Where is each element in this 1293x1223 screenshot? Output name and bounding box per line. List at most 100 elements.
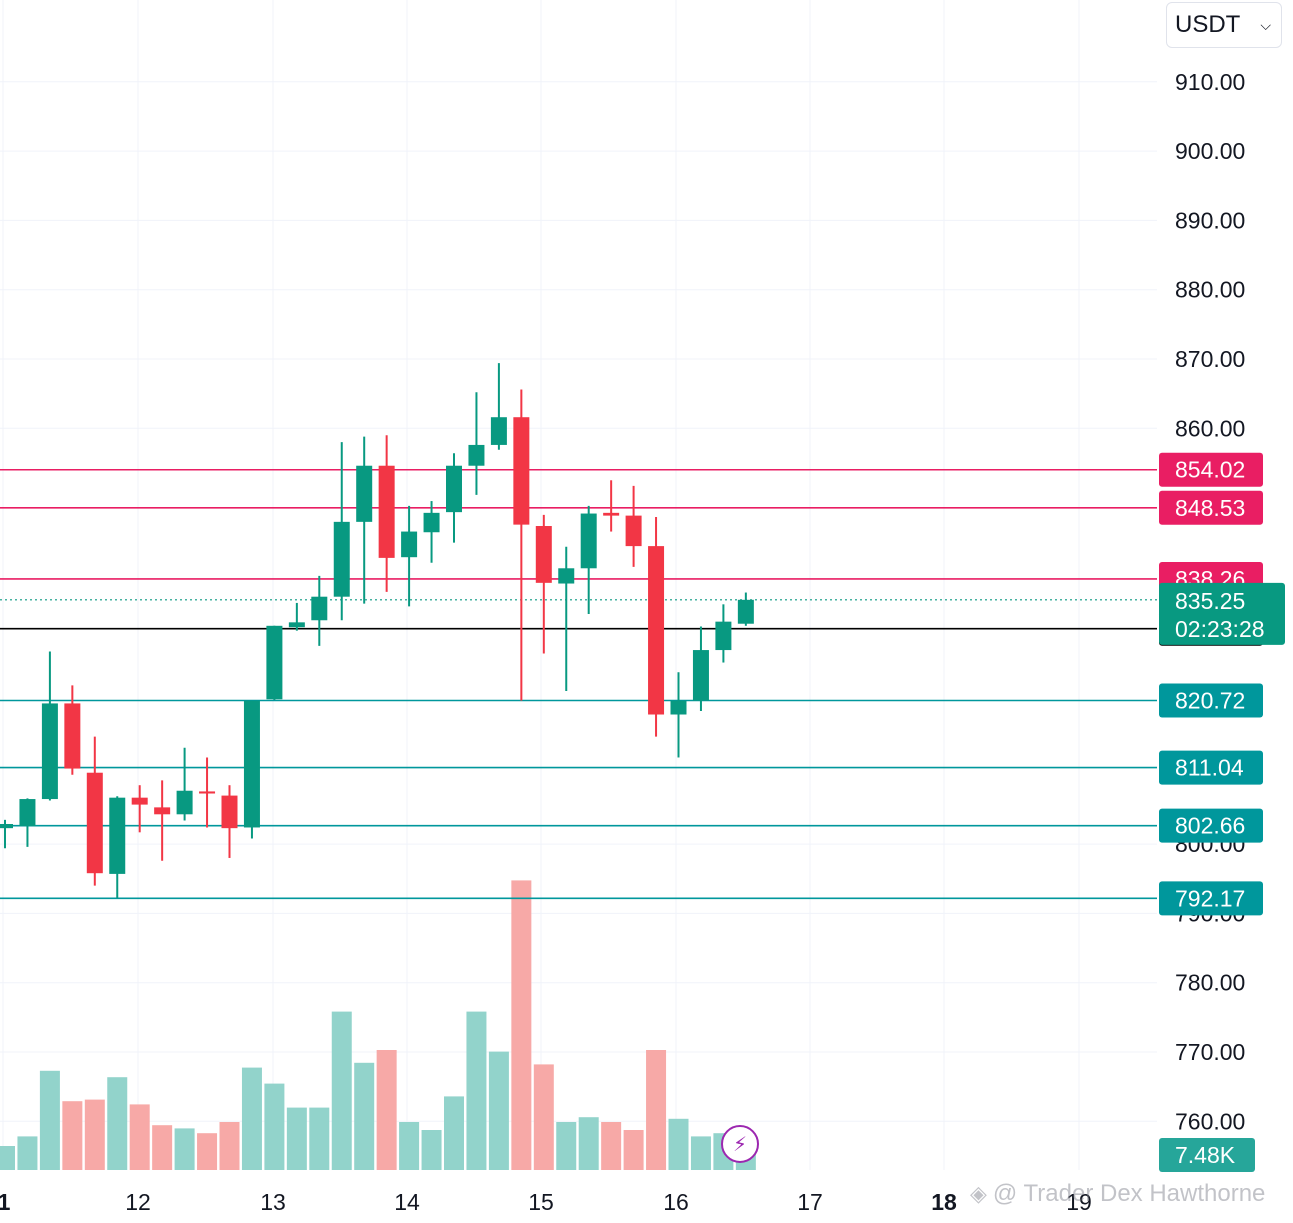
volume-bar xyxy=(444,1096,464,1170)
currency-value: USDT xyxy=(1175,11,1241,38)
volume-bar xyxy=(578,1117,599,1170)
price-axis[interactable]: 910.00900.00890.00880.00870.00860.00800.… xyxy=(1175,69,1245,1135)
x-tick-label: 16 xyxy=(663,1189,689,1215)
x-tick-label: 12 xyxy=(125,1189,151,1215)
horizontal-levels xyxy=(0,468,1157,900)
candle xyxy=(580,505,597,615)
volume-bar xyxy=(129,1104,150,1170)
volume-bar xyxy=(646,1050,667,1170)
x-tick-label: 15 xyxy=(528,1189,554,1215)
volume-bar xyxy=(107,1077,128,1170)
x-tick-label: 14 xyxy=(394,1189,420,1215)
price-label-820.72: 820.72 xyxy=(1159,683,1263,718)
volume-bar xyxy=(174,1128,195,1170)
candle-body xyxy=(333,521,350,597)
candle xyxy=(513,389,530,701)
candle-body xyxy=(401,531,418,558)
candle xyxy=(401,505,418,607)
candle xyxy=(64,685,81,775)
volume-bar xyxy=(197,1133,218,1170)
volume-bar xyxy=(466,1011,487,1170)
candle xyxy=(625,485,642,567)
candle-body xyxy=(692,650,709,701)
candle-body xyxy=(154,807,171,815)
x-tick-label: 1 xyxy=(0,1189,11,1215)
candle-body xyxy=(513,417,530,525)
volume-label: 7.48K xyxy=(1159,1138,1255,1172)
price-label-820.72-text: 820.72 xyxy=(1175,688,1245,714)
time-axis[interactable]: 1 12 13 14 15 16 17 18 19 xyxy=(0,1189,1092,1215)
candle xyxy=(221,785,238,858)
candle-body xyxy=(625,515,642,547)
candle xyxy=(648,517,665,737)
y-tick-label: 760.00 xyxy=(1175,1108,1245,1134)
volume-bar xyxy=(331,1011,352,1170)
candle-body xyxy=(41,703,58,800)
volume-bar xyxy=(0,1146,15,1170)
candle-body xyxy=(109,797,126,874)
candle xyxy=(378,435,395,592)
candle-body xyxy=(423,512,440,533)
candle-body xyxy=(176,790,193,815)
price-label-854.02: 854.02 xyxy=(1159,452,1263,487)
volume-bar xyxy=(219,1122,240,1170)
currency-selector[interactable]: USDT ⌵ xyxy=(1166,2,1282,48)
candle xyxy=(0,819,13,849)
last-price-text: 835.25 xyxy=(1175,588,1245,614)
candle-body xyxy=(356,465,373,522)
candle xyxy=(288,602,305,631)
candlesticks xyxy=(0,363,754,899)
candle-body xyxy=(737,599,754,624)
candle-body xyxy=(0,824,13,829)
candle-body xyxy=(288,622,305,628)
candle xyxy=(715,604,732,663)
candle xyxy=(131,785,148,833)
volume-bar xyxy=(241,1067,262,1170)
candle-body xyxy=(19,799,36,827)
countdown-text: 02:23:28 xyxy=(1175,616,1265,642)
candle xyxy=(243,700,260,839)
candle xyxy=(109,796,126,899)
lightning-icon[interactable]: ⚡ xyxy=(721,1125,759,1163)
watermark-logo-icon: ◈ xyxy=(970,1181,987,1206)
price-label-802.66: 802.66 xyxy=(1159,808,1263,843)
volume-bar xyxy=(354,1062,375,1170)
candle xyxy=(266,625,283,700)
volume-bar xyxy=(152,1125,173,1170)
price-labels: 854.02848.53838.26831.08820.72811.04802.… xyxy=(1159,452,1285,1172)
candle xyxy=(468,392,485,495)
candle-body xyxy=(535,526,552,583)
candle-body xyxy=(199,791,216,794)
volume-bar xyxy=(309,1107,330,1170)
candle xyxy=(490,363,507,450)
price-label-811.04-text: 811.04 xyxy=(1175,755,1244,781)
candle xyxy=(535,514,552,654)
candle xyxy=(199,757,216,828)
x-tick-label: 18 xyxy=(931,1189,957,1215)
candle xyxy=(19,798,36,847)
y-tick-label: 880.00 xyxy=(1175,277,1245,303)
volume-bar xyxy=(556,1122,577,1170)
price-label-792.17-box xyxy=(1159,881,1263,916)
candle-body xyxy=(266,625,283,700)
candle-body xyxy=(715,621,732,651)
candle xyxy=(86,736,103,886)
volume-bar xyxy=(488,1051,509,1170)
candle xyxy=(670,672,687,758)
chevron-down-icon: ⌵ xyxy=(1260,16,1271,33)
volume-bar xyxy=(421,1130,442,1170)
price-label-848.53-text: 848.53 xyxy=(1175,495,1245,521)
volume-bar xyxy=(399,1122,420,1170)
candle xyxy=(311,575,328,646)
candle xyxy=(692,626,709,712)
candle-body xyxy=(378,465,395,558)
candle-body xyxy=(221,795,238,829)
volume-bar xyxy=(668,1118,689,1170)
volume-bar xyxy=(511,880,532,1170)
price-label-811.04: 811.04 xyxy=(1159,750,1263,785)
candle xyxy=(558,546,575,691)
candle xyxy=(176,747,193,821)
watermark-text: @ Trader Dex Hawthorne xyxy=(992,1180,1266,1207)
